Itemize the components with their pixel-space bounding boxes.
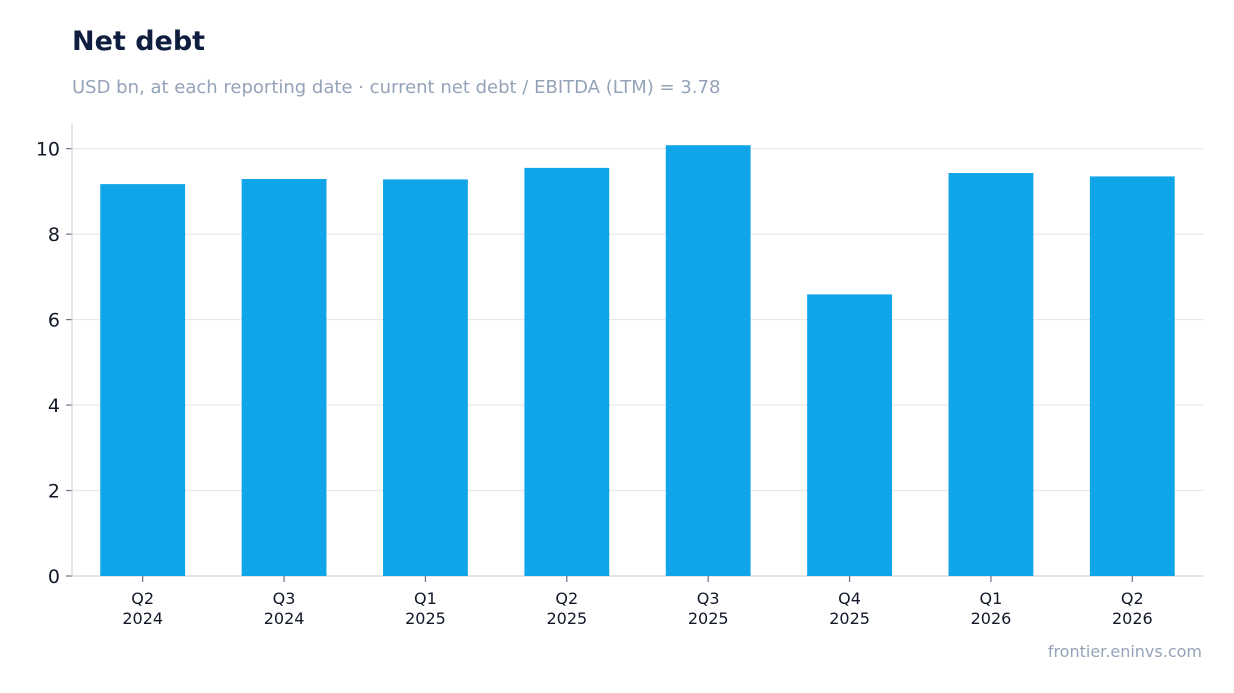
bar <box>1089 176 1175 577</box>
x-tick-label-line: Q4 <box>838 589 861 608</box>
y-tick-label: 4 <box>48 395 60 417</box>
x-tick-label-line: Q3 <box>273 589 296 608</box>
x-tick-label: Q4 2025 <box>829 589 870 628</box>
bar <box>948 173 1034 576</box>
bars <box>100 145 1175 577</box>
x-tick-label: Q2 2024 <box>122 589 163 628</box>
bar <box>807 294 892 576</box>
x-tick-label-line: 2025 <box>688 609 729 628</box>
x-tick-label-line: 2025 <box>829 609 870 628</box>
x-tick-label-line: Q1 <box>414 589 437 608</box>
y-tick-label: 6 <box>48 310 60 332</box>
x-tick-label-line: 2024 <box>264 609 305 628</box>
x-tick-label-line: Q2 <box>1121 589 1144 608</box>
bar <box>100 184 186 577</box>
y-tick-label: 0 <box>48 566 60 588</box>
x-tick-label-line: Q2 <box>131 589 154 608</box>
x-tick-label-line: Q3 <box>697 589 720 608</box>
y-tick-label: 10 <box>36 139 60 161</box>
x-tick-label-line: 2026 <box>1112 609 1153 628</box>
y-tick-label: 8 <box>48 224 60 246</box>
x-tick-label: Q3 2024 <box>264 589 305 628</box>
bar <box>241 178 327 577</box>
x-tick-label-line: 2025 <box>405 609 446 628</box>
x-tick-label: Q1 2026 <box>971 589 1012 628</box>
x-tick-label-line: 2026 <box>971 609 1012 628</box>
y-tick-labels: 0 2 4 6 8 10 <box>36 139 60 588</box>
bar <box>665 145 751 576</box>
bar <box>524 167 610 577</box>
chart-subtitle: USD bn, at each reporting date · current… <box>72 77 721 98</box>
x-tick-label: Q1 2025 <box>405 589 446 628</box>
x-tick-label: Q3 2025 <box>688 589 729 628</box>
x-tick-label-line: 2024 <box>122 609 163 628</box>
x-tick-label: Q2 2025 <box>546 589 587 628</box>
source-note: frontier.eninvs.com <box>1047 642 1202 661</box>
x-tick-label-line: Q2 <box>555 589 578 608</box>
x-tick-label-line: 2025 <box>546 609 587 628</box>
bar <box>383 179 468 576</box>
y-tick-label: 2 <box>48 481 60 503</box>
x-tick-label-line: Q1 <box>980 589 1003 608</box>
x-tick-label: Q2 2026 <box>1112 589 1153 628</box>
chart-title: Net debt <box>72 26 206 57</box>
